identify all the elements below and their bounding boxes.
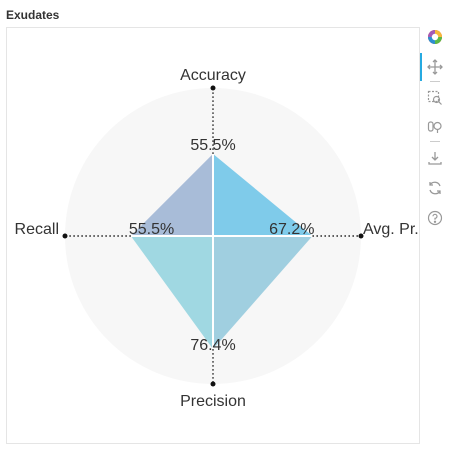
bokeh-logo-icon[interactable]: [425, 27, 445, 47]
wheel-zoom-icon[interactable]: [425, 117, 445, 137]
axis-endpoint-0: [210, 85, 216, 91]
value-label-2: 76.4%: [190, 337, 235, 354]
axis-label-0: Accuracy: [180, 67, 246, 84]
save-icon[interactable]: [425, 148, 445, 168]
axis-label-1: Avg. Pr.: [363, 221, 419, 238]
value-label-1: 67.2%: [269, 221, 314, 238]
value-label-3: 55.5%: [129, 221, 174, 238]
axis-label-2: Precision: [180, 393, 246, 410]
active-tool-indicator: [420, 53, 422, 81]
axis-endpoint-3: [62, 233, 68, 239]
axis-endpoint-2: [210, 381, 216, 387]
reset-icon[interactable]: [425, 178, 445, 198]
radar-segment-2: [130, 236, 213, 350]
value-label-0: 55.5%: [190, 137, 235, 154]
box-zoom-icon[interactable]: [425, 88, 445, 108]
radar-segment-1: [213, 236, 313, 350]
pan-icon[interactable]: [425, 57, 445, 77]
axis-label-3: Recall: [15, 221, 59, 238]
chart-title: Exudates: [6, 8, 60, 22]
radar-segment-0: [213, 153, 313, 236]
help-icon[interactable]: [425, 208, 445, 228]
toolbar: [420, 24, 450, 244]
axis-endpoint-1: [358, 233, 364, 239]
radar-segment-3: [130, 153, 213, 236]
